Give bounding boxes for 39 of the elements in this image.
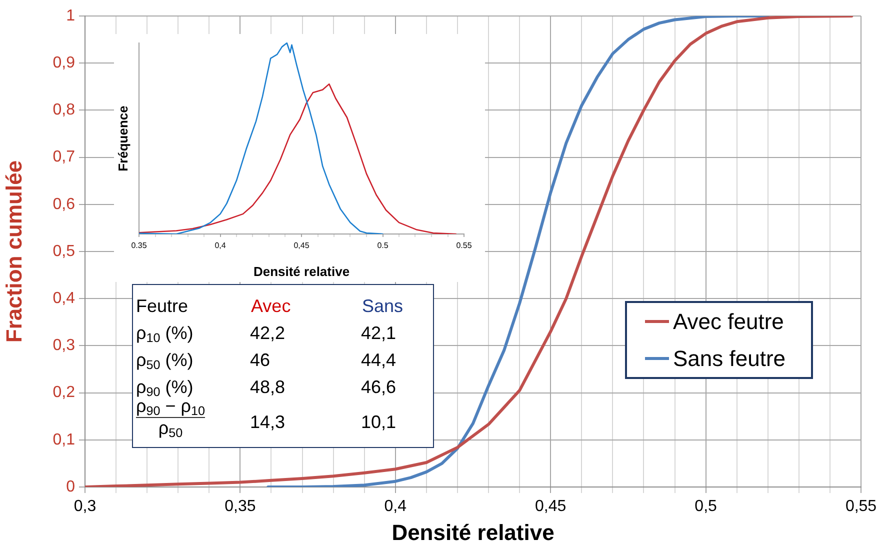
data-label: 14,3	[250, 412, 286, 432]
data-label: 44,4	[361, 350, 396, 370]
x-axis-title: Densité relative	[253, 264, 350, 279]
y-tick-label: 0,3	[52, 337, 76, 354]
series-label: ρ$_{10}$ (%)	[136, 323, 194, 346]
data-label: 10,1	[361, 412, 396, 432]
y-tick-label: 0,8	[52, 102, 76, 119]
y-tick-label: 0,2	[52, 384, 76, 402]
data-label: 42,2	[250, 323, 286, 343]
y-axis-title: Fraction cumulée	[1, 160, 26, 343]
data-label: 46	[250, 350, 270, 370]
x-tick-label: 0,45	[294, 241, 310, 250]
y-tick-label: 0,6	[52, 196, 76, 213]
y-tick-label: 0,7	[52, 148, 76, 166]
x-tick-label: 0,45	[535, 498, 566, 516]
x-tick-label: 0,35	[224, 498, 256, 516]
category-label: Sans	[362, 296, 404, 316]
y-tick-label: 1	[66, 7, 76, 24]
data-label: 46,6	[361, 377, 396, 397]
y-axis-title: Fréquence	[115, 106, 130, 172]
legend-label: Sans feutre	[673, 346, 786, 372]
x-tick-label: 0,4	[214, 241, 226, 250]
x-tick-label: 0,4	[384, 498, 407, 516]
y-tick-label: 0,4	[52, 290, 76, 308]
text: ρ$_{50}$ (%)	[136, 350, 194, 372]
category-label: Avec	[251, 296, 291, 316]
x-tick-label: 0.35	[131, 241, 148, 250]
data-label: 42,1	[361, 323, 396, 343]
y-tick-label: 0,9	[52, 54, 76, 72]
legend-label: Avec feutre	[673, 308, 784, 334]
data-label: 48,8	[250, 377, 286, 397]
text: Feutre	[136, 296, 188, 316]
x-axis-title: Densité relative	[392, 520, 554, 545]
x-tick-label: 0,5	[694, 498, 718, 516]
y-tick-label: 0,1	[52, 431, 76, 448]
x-tick-label: 0,55	[845, 498, 877, 516]
y-tick-label: 0	[66, 478, 76, 496]
x-tick-label: 0.55	[456, 241, 472, 250]
x-tick-label: 0.5	[377, 241, 389, 250]
